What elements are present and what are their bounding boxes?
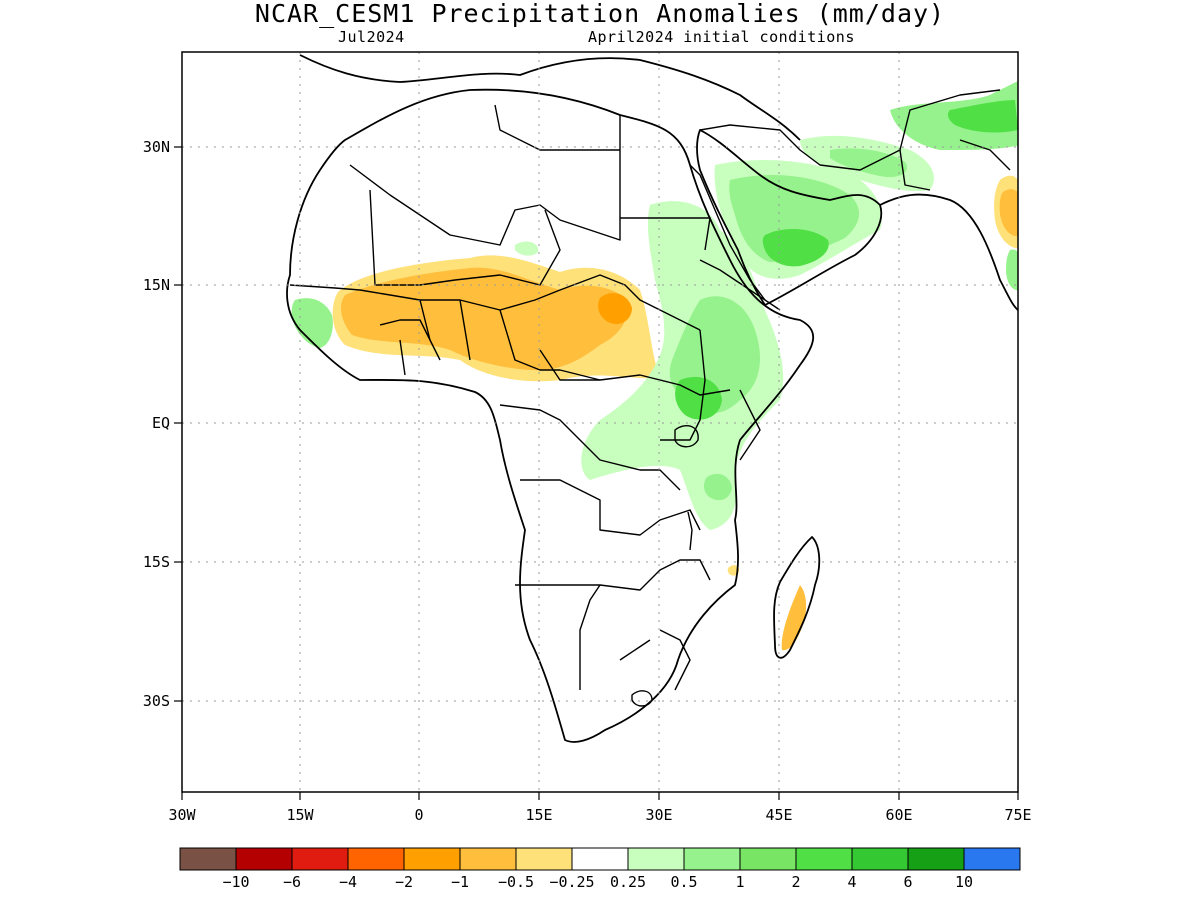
mozambique-dry <box>727 565 740 576</box>
arabia-coast <box>696 129 883 306</box>
x-tick-label: 15E <box>525 806 552 824</box>
colorbar-label: 0.5 <box>670 873 697 891</box>
colorbar-label: −6 <box>283 873 301 891</box>
colorbar-label: 6 <box>903 873 912 891</box>
colorbar-swatch <box>235 847 293 871</box>
border-middle-east <box>699 89 1001 171</box>
colorbar-swatch <box>179 847 237 871</box>
lake-victoria <box>674 424 699 448</box>
lesotho <box>631 690 653 707</box>
x-tick-label: 75E <box>1004 806 1031 824</box>
border-sahara-2 <box>494 104 620 151</box>
y-tick-label: 30S <box>143 692 170 710</box>
y-tick-label: 15N <box>143 276 170 294</box>
colorbar-swatch <box>963 847 1021 871</box>
border-central-1 <box>539 349 731 396</box>
sahel-dry-strong <box>598 293 632 325</box>
border-central-2 <box>499 404 681 491</box>
colorbar-label: −2 <box>395 873 413 891</box>
lake-malawi <box>687 511 693 551</box>
india-dry-strong <box>999 189 1018 237</box>
x-axis-labels: 30W 15W 0 15E 30E 45E 60E 75E <box>168 806 1031 824</box>
border-gulf-2 <box>379 319 431 376</box>
colorbar-label: −0.5 <box>498 873 534 891</box>
arabia-wet-strong <box>762 228 829 267</box>
forecast-month: Jul2024 <box>338 28 405 46</box>
colorbar-swatch <box>403 847 461 871</box>
x-tick-label: 60E <box>885 806 912 824</box>
anomaly-shading <box>291 81 1018 651</box>
border-south-3 <box>619 629 691 691</box>
map-frame <box>181 51 1019 793</box>
colorbar-label: 10 <box>955 873 973 891</box>
x-tick-label: 15W <box>286 806 314 824</box>
border-east-1 <box>660 329 761 461</box>
colorbar-swatch <box>795 847 853 871</box>
central-asia-wet-strong <box>947 100 1018 133</box>
sahel-dry-mid <box>340 267 629 371</box>
madagascar-coast <box>773 536 821 659</box>
y-tick-label: 15S <box>143 553 170 571</box>
border-sahara-3 <box>620 217 711 251</box>
colorbar-label: 1 <box>735 873 744 891</box>
colorbar-swatch <box>347 847 405 871</box>
east-africa-wet-strong <box>675 376 722 420</box>
border-sahel-2 <box>289 274 701 331</box>
colorbar-label: 4 <box>847 873 856 891</box>
colorbar-swatch <box>515 847 573 871</box>
colorbar-swatch <box>907 847 965 871</box>
colorbar-swatch <box>291 847 349 871</box>
y-axis-labels: 30N 15N EQ 15S 30S <box>143 138 170 710</box>
colorbar: −10 −6 −4 −2 −1 −0.5 −0.25 0.25 0.5 1 2 4 6 10 <box>179 847 1021 891</box>
colorbar-swatch <box>851 847 909 871</box>
colorbar-label: −4 <box>339 873 357 891</box>
x-tick-label: 45E <box>765 806 792 824</box>
colorbar-swatch <box>627 847 685 871</box>
axis-ticks <box>174 146 1019 800</box>
sahara-wet-spot <box>515 241 539 256</box>
x-tick-label: 0 <box>414 806 423 824</box>
colorbar-swatch <box>571 847 629 871</box>
y-tick-label: 30N <box>143 138 170 156</box>
madagascar-dry <box>781 585 807 651</box>
y-tick-label: EQ <box>152 414 170 432</box>
x-tick-label: 30W <box>168 806 196 824</box>
colorbar-label: −0.25 <box>549 873 594 891</box>
colorbar-swatch <box>683 847 741 871</box>
map-title: NCAR_CESM1 Precipitation Anomalies (mm/d… <box>254 0 946 28</box>
coastlines-and-borders <box>286 54 1018 743</box>
west-africa-wet <box>291 298 333 348</box>
border-south-1 <box>520 479 701 536</box>
initial-conditions: April2024 initial conditions <box>588 28 855 46</box>
south-east-wet <box>703 473 732 501</box>
europe-coast <box>299 54 801 141</box>
border-south-2 <box>515 559 711 690</box>
colorbar-label: 0.25 <box>610 873 646 891</box>
colorbar-swatch <box>459 847 517 871</box>
asia-coast <box>879 193 1018 311</box>
x-tick-label: 30E <box>645 806 672 824</box>
colorbar-label: −1 <box>451 873 469 891</box>
colorbar-label: 2 <box>791 873 800 891</box>
red-sea <box>689 164 766 301</box>
colorbar-swatch <box>739 847 797 871</box>
border-asia <box>899 139 1011 191</box>
india-wet <box>1006 249 1018 291</box>
border-sahara-1 <box>349 115 621 246</box>
gridlines <box>182 52 1018 792</box>
colorbar-label: −10 <box>222 873 249 891</box>
